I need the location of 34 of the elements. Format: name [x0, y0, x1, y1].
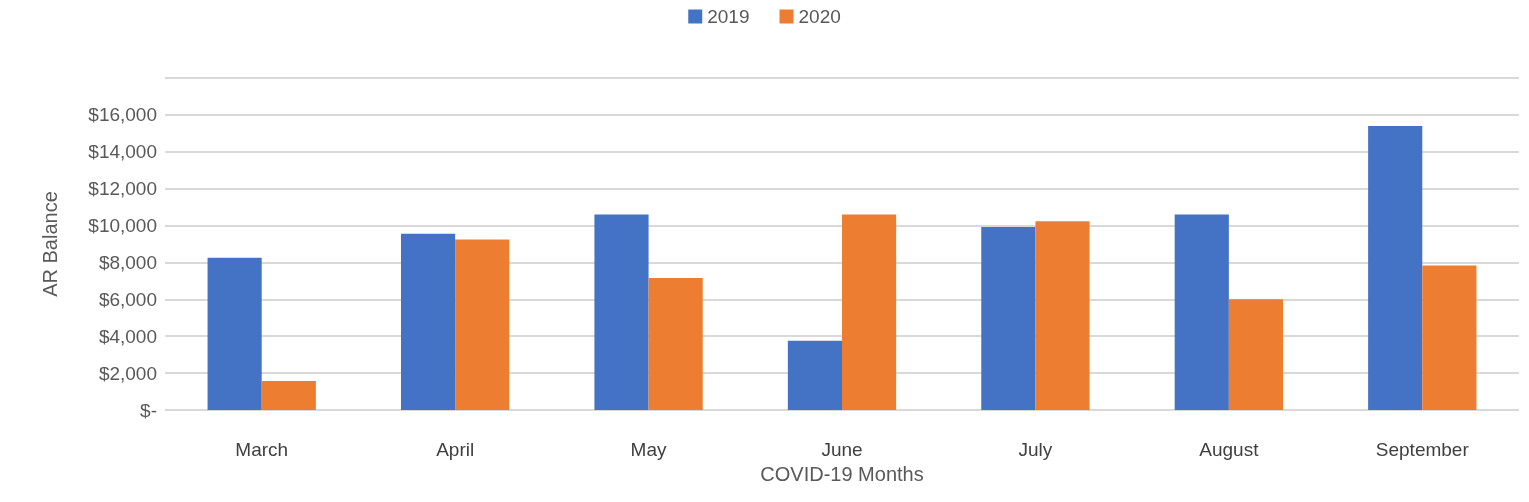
- bar: [207, 257, 262, 410]
- bar: [648, 278, 703, 410]
- bar: [400, 233, 456, 410]
- x-tick-label: March: [235, 439, 289, 460]
- bar: [842, 214, 897, 410]
- bar: [1228, 299, 1284, 410]
- bar: [261, 381, 316, 410]
- bar: [1422, 265, 1477, 410]
- x-axis-title: COVID-19 Months: [760, 462, 924, 485]
- bar: [981, 227, 1036, 410]
- legend-label: 2019: [707, 6, 750, 27]
- bar: [455, 239, 510, 410]
- y-tick-label: $4,000: [98, 325, 157, 347]
- bar: [1368, 125, 1423, 410]
- bar: [1174, 214, 1229, 410]
- x-tick-label: June: [821, 439, 863, 460]
- x-tick-label: April: [436, 439, 475, 460]
- x-tick-label: September: [1375, 439, 1470, 460]
- legend-label: 2020: [798, 6, 841, 27]
- y-axis-title: AR Balance: [39, 191, 61, 297]
- x-tick-label: July: [1018, 439, 1053, 460]
- bar: [594, 214, 649, 410]
- bar: [787, 340, 842, 410]
- x-tick-label: May: [630, 439, 668, 460]
- y-tick-label: $8,000: [98, 251, 157, 273]
- bar: [1035, 221, 1090, 410]
- y-tick-label: $2,000: [98, 362, 157, 384]
- y-tick-label: $6,000: [98, 288, 157, 310]
- y-tick-label: $16,000: [88, 104, 157, 126]
- x-tick-label: August: [1199, 439, 1260, 460]
- y-tick-label: $-: [140, 399, 157, 421]
- y-tick-label: $14,000: [88, 141, 157, 163]
- y-tick-label: $10,000: [88, 215, 157, 237]
- y-tick-label: $12,000: [88, 178, 157, 200]
